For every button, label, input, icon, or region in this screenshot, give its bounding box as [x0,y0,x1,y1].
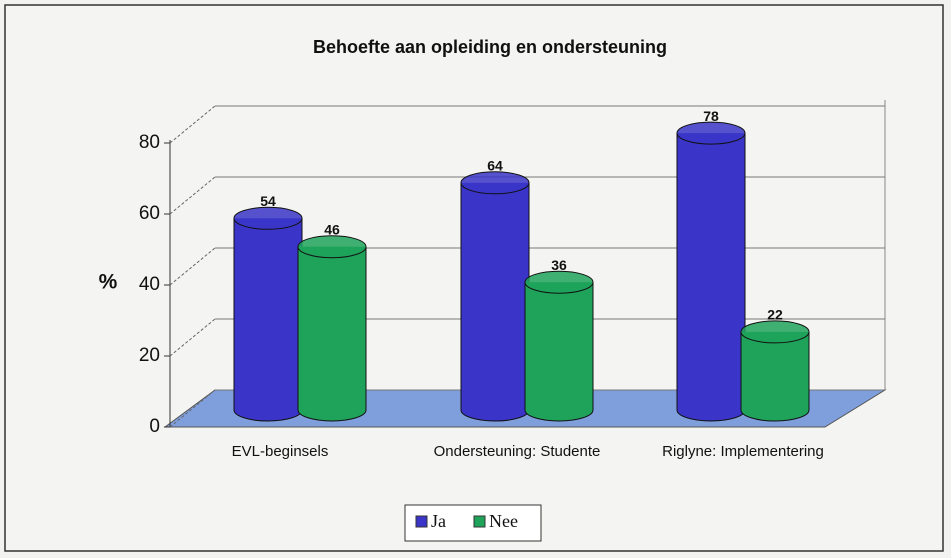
bar [677,133,745,410]
x-tick-label: Ondersteuning: Studente [434,443,601,460]
y-tick-label: 0 [149,416,160,437]
bar [461,182,529,410]
y-tick-label: 40 [139,274,160,295]
y-tick-label: 20 [139,345,160,366]
legend-label: Nee [489,511,518,531]
cylinder-top [524,270,594,294]
cylinder-top [740,320,810,344]
y-tick-label: 80 [139,132,160,153]
bar [525,282,593,410]
chart-title: Behoefte aan opleiding en ondersteuning [313,37,667,57]
legend [404,504,542,542]
x-tick-label: EVL-beginsels [232,443,329,460]
data-label: 64 [487,158,503,174]
legend-swatch [415,515,428,528]
cylinder-top [233,206,303,230]
x-tick-label: Riglyne: Implementering [662,443,824,460]
y-axis-label: % [99,271,118,294]
bar [298,246,366,410]
bar [741,331,809,410]
data-label: 22 [767,307,783,323]
data-label: 36 [551,257,567,273]
y-tick-label: 60 [139,203,160,224]
cylinder-top [460,171,530,195]
legend-label: Ja [431,511,446,531]
bar [234,218,302,410]
cylinder-top [676,121,746,145]
data-label: 54 [260,193,276,209]
cylinder-top [297,235,367,259]
data-label: 46 [324,221,340,237]
data-label: 78 [703,108,719,124]
legend-swatch [473,515,486,528]
